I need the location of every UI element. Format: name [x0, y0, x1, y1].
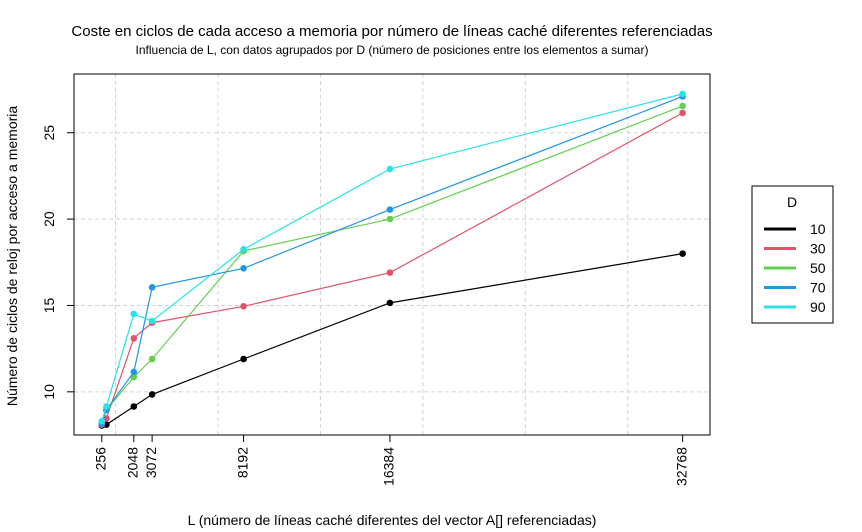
y-tick-label: 20: [41, 211, 57, 227]
data-point: [240, 355, 247, 363]
series-line: [101, 93, 683, 422]
series-line: [101, 105, 683, 424]
data-point: [148, 317, 156, 325]
data-point: [98, 417, 106, 425]
series-10: [98, 250, 686, 429]
data-point: [679, 250, 686, 257]
x-tick-label: 2048: [125, 447, 141, 478]
data-point: [103, 403, 110, 410]
legend-label: 10: [810, 221, 826, 237]
data-point: [240, 246, 247, 253]
data-point: [386, 165, 394, 173]
legend: D 10 30 50 70 90: [751, 185, 834, 324]
data-point: [679, 102, 686, 110]
x-tick-label: 16384: [381, 447, 397, 486]
legend-label: 50: [810, 260, 826, 276]
data-point: [130, 373, 138, 381]
y-tick-label: 25: [41, 125, 57, 141]
data-point: [130, 403, 138, 410]
plot-frame: [73, 73, 711, 436]
x-axis: 256 2048 3072 8192 16384 32768: [93, 435, 689, 486]
legend-box: [751, 185, 834, 324]
series-50: [98, 102, 686, 427]
data-point: [240, 265, 247, 272]
x-axis-label: L (número de líneas caché diferentes del…: [188, 512, 597, 528]
legend-title: D: [787, 194, 797, 210]
data-point: [679, 90, 686, 98]
legend-label: 30: [810, 241, 826, 257]
data-point: [130, 334, 138, 342]
x-tick-label: 256: [93, 447, 109, 471]
series-line: [101, 95, 683, 424]
data-point: [148, 391, 156, 398]
y-axis-label: Número de ciclos de reloj por acceso a m…: [4, 106, 20, 407]
y-tick-label: 10: [41, 384, 57, 400]
chart-title: Coste en ciclos de cada acceso a memoria…: [71, 23, 712, 40]
x-tick-label: 8192: [234, 447, 250, 478]
y-tick-label: 15: [41, 297, 57, 313]
y-axis: 10 15 20 25: [41, 125, 74, 400]
series-30: [98, 109, 686, 428]
data-point: [130, 368, 138, 376]
chart-subtitle: Influencia de L, con datos agrupados por…: [136, 43, 649, 57]
series-70: [98, 93, 686, 428]
data-point: [386, 215, 394, 223]
data-point: [148, 284, 156, 291]
data-point: [679, 109, 686, 117]
legend-label: 90: [810, 299, 826, 315]
series-90: [98, 90, 686, 425]
data-point: [386, 206, 394, 213]
grid: [74, 74, 710, 435]
data-point: [148, 355, 156, 363]
data-point: [386, 299, 394, 307]
series-layer: [98, 90, 686, 429]
data-point: [130, 310, 138, 318]
data-point: [386, 269, 394, 276]
x-tick-label: 32768: [673, 447, 689, 486]
data-point: [240, 303, 247, 310]
legend-label: 70: [810, 280, 826, 296]
x-tick-label: 3072: [143, 447, 159, 478]
